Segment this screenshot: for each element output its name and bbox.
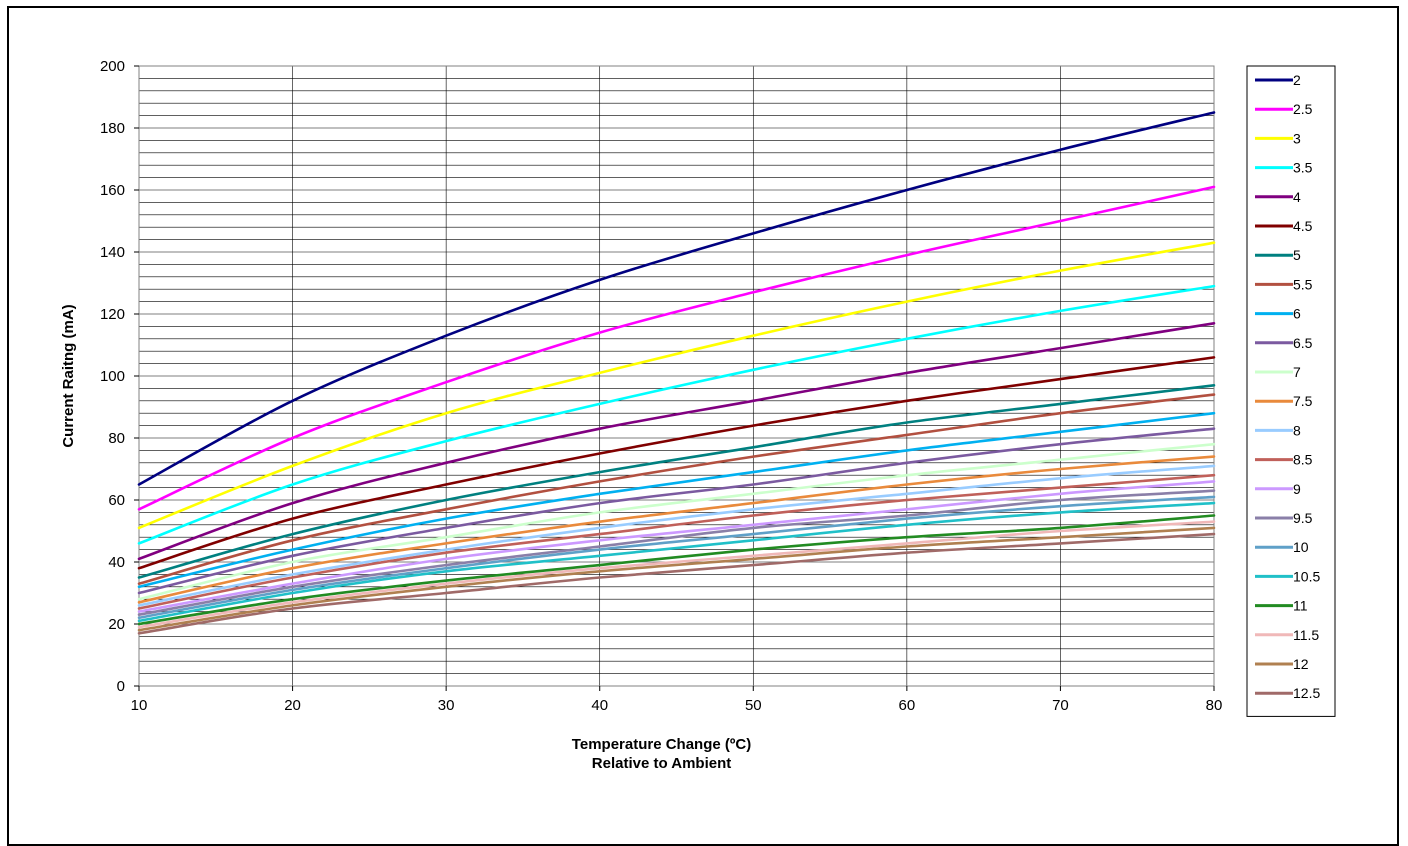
series-line-3.5 bbox=[137, 284, 1216, 545]
y-tick-label: 100 bbox=[100, 368, 125, 385]
y-tick-label: 120 bbox=[100, 306, 125, 323]
legend-label-12: 12 bbox=[1293, 656, 1309, 672]
series-line-11 bbox=[137, 514, 1216, 626]
series-line-7.5 bbox=[137, 455, 1216, 604]
legend-label-8.5: 8.5 bbox=[1293, 452, 1313, 468]
y-axis-ticks: 0 20 40 60 80 100 120 140 160 180 200 bbox=[100, 58, 139, 695]
series-line-10 bbox=[137, 495, 1216, 620]
x-tick-label: 10 bbox=[131, 697, 148, 714]
series-line-4.5 bbox=[137, 356, 1216, 570]
legend-label-6: 6 bbox=[1293, 306, 1301, 322]
legend-label-5: 5 bbox=[1293, 247, 1301, 263]
x-axis-title-line2: Relative to Ambient bbox=[592, 755, 731, 772]
y-tick-label: 180 bbox=[100, 120, 125, 137]
legend: 2 2.5 3 3.5 4 4.5 5 5.5 6 6.5 7 7.5 8 8.5 9 9.5 10 10.5 11… bbox=[1246, 65, 1336, 717]
y-tick-label: 160 bbox=[100, 182, 125, 199]
series-line-2 bbox=[137, 111, 1216, 486]
x-tick-label: 50 bbox=[745, 697, 762, 714]
x-axis-title: Temperature Change (ºC) bbox=[572, 736, 751, 753]
series-layer bbox=[137, 111, 1216, 635]
legend-label-10: 10 bbox=[1293, 539, 1309, 555]
series-line-8.5 bbox=[137, 473, 1216, 610]
legend-label-10.5: 10.5 bbox=[1293, 568, 1320, 584]
y-tick-label: 200 bbox=[100, 58, 125, 75]
y-axis-title: Current Raitng (mA) bbox=[60, 304, 77, 447]
series-line-6.5 bbox=[137, 427, 1216, 595]
legend-label-9: 9 bbox=[1293, 481, 1301, 497]
series-line-9 bbox=[137, 480, 1216, 613]
x-tick-label: 70 bbox=[1052, 697, 1069, 714]
y-tick-label: 20 bbox=[108, 616, 125, 633]
chart-frame: 0 20 40 60 80 100 120 140 160 180 200 10 20 30 40 50 60… bbox=[7, 6, 1399, 846]
legend-label-11: 11 bbox=[1293, 598, 1308, 614]
series-line-7 bbox=[137, 442, 1216, 601]
legend-label-12.5: 12.5 bbox=[1293, 685, 1320, 701]
y-tick-label: 60 bbox=[108, 492, 125, 509]
legend-label-2: 2 bbox=[1293, 72, 1301, 88]
legend-label-8: 8 bbox=[1293, 422, 1301, 438]
series-line-10.5 bbox=[137, 501, 1216, 623]
series-line-12 bbox=[137, 526, 1216, 632]
y-tick-label: 80 bbox=[108, 430, 125, 447]
series-line-8 bbox=[137, 464, 1216, 607]
series-line-2.5 bbox=[137, 185, 1216, 511]
legend-label-3.5: 3.5 bbox=[1293, 160, 1313, 176]
legend-label-7: 7 bbox=[1293, 364, 1301, 380]
x-tick-label: 40 bbox=[591, 697, 608, 714]
series-line-12.5 bbox=[137, 532, 1216, 635]
x-axis-ticks: 10 20 30 40 50 60 70 80 bbox=[131, 686, 1223, 714]
legend-box bbox=[1246, 65, 1336, 717]
series-line-5.5 bbox=[137, 393, 1216, 585]
legend-label-6.5: 6.5 bbox=[1293, 335, 1313, 351]
y-tick-label: 40 bbox=[108, 554, 125, 571]
y-tick-label: 0 bbox=[117, 678, 125, 695]
x-tick-label: 30 bbox=[438, 697, 455, 714]
legend-label-2.5: 2.5 bbox=[1293, 101, 1313, 117]
legend-label-9.5: 9.5 bbox=[1293, 510, 1313, 526]
legend-label-3: 3 bbox=[1293, 130, 1301, 146]
legend-label-11.5: 11.5 bbox=[1293, 627, 1319, 643]
series-line-11.5 bbox=[137, 520, 1216, 629]
series-line-5 bbox=[137, 384, 1216, 579]
legend-label-4: 4 bbox=[1293, 189, 1301, 205]
series-line-6 bbox=[137, 411, 1216, 589]
series-line-4 bbox=[137, 322, 1216, 561]
legend-label-4.5: 4.5 bbox=[1293, 218, 1313, 234]
series-line-9.5 bbox=[137, 489, 1216, 616]
legend-label-5.5: 5.5 bbox=[1293, 276, 1313, 292]
x-tick-label: 60 bbox=[899, 697, 916, 714]
x-tick-label: 20 bbox=[284, 697, 301, 714]
x-tick-label: 80 bbox=[1206, 697, 1223, 714]
y-tick-label: 140 bbox=[100, 244, 125, 261]
legend-label-7.5: 7.5 bbox=[1293, 393, 1313, 409]
series-line-3 bbox=[137, 241, 1216, 530]
